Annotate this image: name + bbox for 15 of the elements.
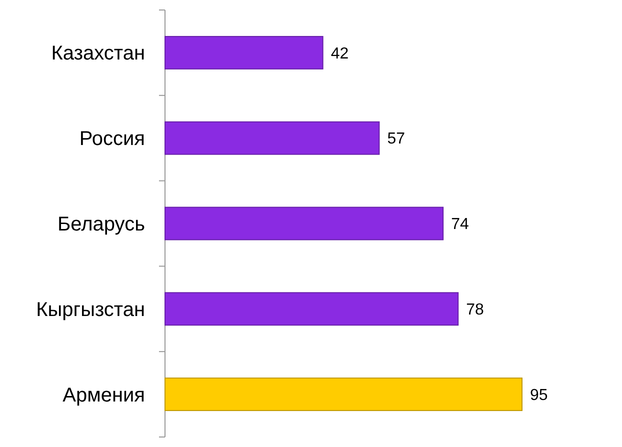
bar <box>164 292 459 326</box>
y-tick-label: Беларусь <box>58 214 145 236</box>
y-tick-label: Россия <box>79 128 145 150</box>
y-tick-label: Казахстан <box>51 42 145 65</box>
bar <box>164 206 444 240</box>
data-label: 74 <box>451 216 469 234</box>
data-label: 42 <box>330 45 349 62</box>
data-label: 57 <box>387 130 406 148</box>
data-label: 78 <box>466 302 484 318</box>
bar <box>164 36 324 70</box>
bar <box>164 121 380 155</box>
y-tick-label: Армения <box>62 384 145 406</box>
data-label: 95 <box>530 386 548 404</box>
bar <box>164 378 522 412</box>
y-tick-label: Кыргызстан <box>36 298 145 321</box>
